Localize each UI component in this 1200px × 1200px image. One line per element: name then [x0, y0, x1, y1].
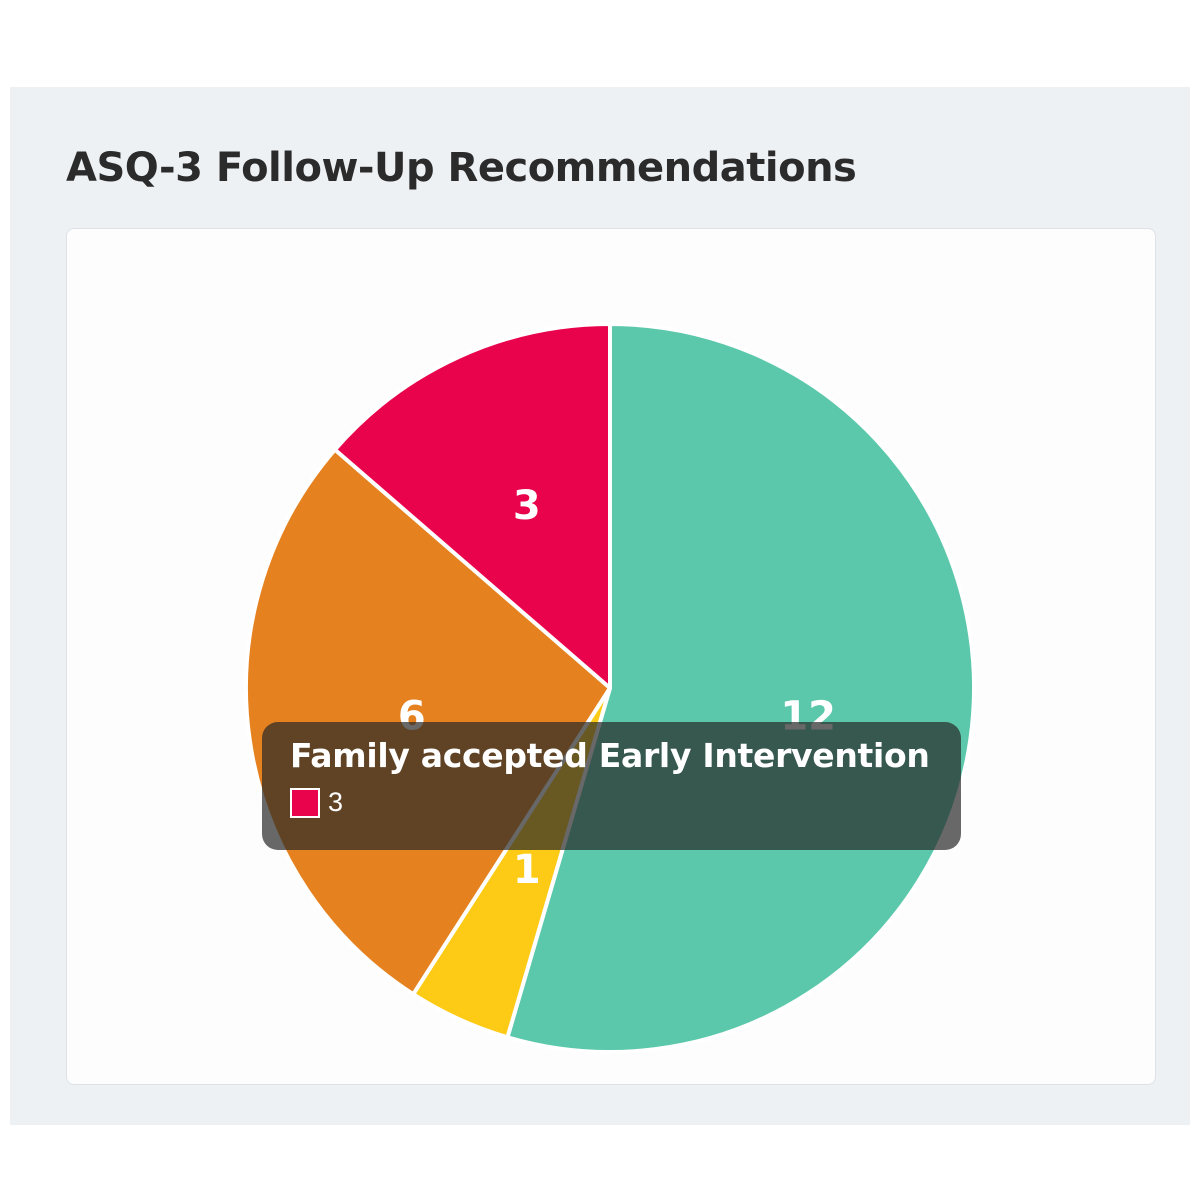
tooltip-value: 3 [328, 787, 344, 817]
chart-tooltip: Family accepted Early Intervention 3 [262, 722, 961, 850]
pie-data-label: 1 [513, 847, 541, 893]
pie-slice[interactable] [332, 322, 612, 690]
tooltip-color-swatch [290, 787, 320, 818]
tooltip-row: 3 [290, 787, 933, 818]
pie-slice[interactable] [505, 322, 976, 1054]
panel-title: ASQ-3 Follow-Up Recommendations [66, 145, 857, 191]
pie-slices [244, 322, 976, 1054]
pie-slice[interactable] [244, 447, 612, 997]
pie-data-label: 3 [513, 483, 541, 529]
tooltip-title: Family accepted Early Intervention [290, 736, 930, 775]
